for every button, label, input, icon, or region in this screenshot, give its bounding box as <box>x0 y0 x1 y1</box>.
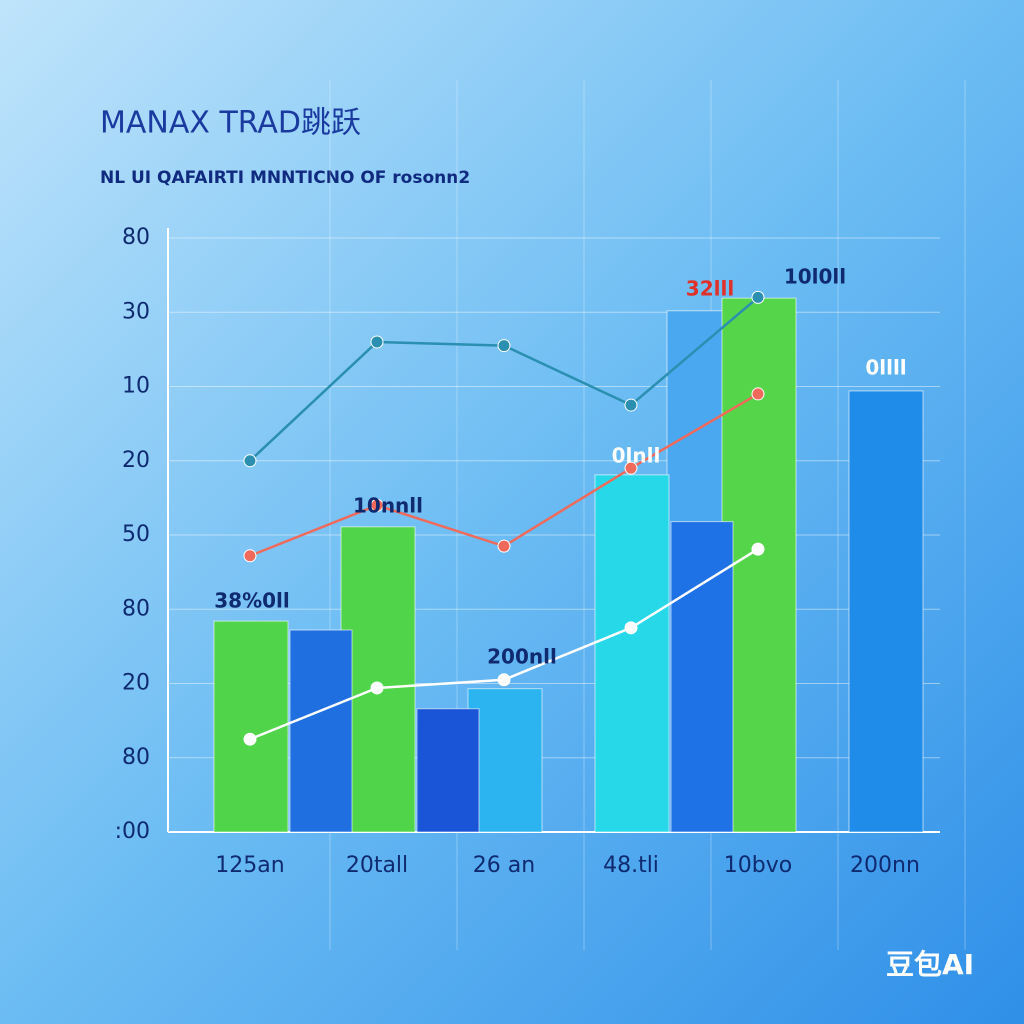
line-point <box>370 335 384 349</box>
data-label: 0llll <box>865 356 906 380</box>
line-point <box>497 673 511 687</box>
line-point <box>243 732 257 746</box>
line-point <box>624 461 638 475</box>
x-tick-label: 125an <box>215 853 284 878</box>
y-tick-label: :00 <box>115 819 150 844</box>
bar <box>670 521 734 833</box>
line-point <box>624 398 638 412</box>
bar <box>340 526 416 833</box>
line-point <box>497 539 511 553</box>
x-tick-label: 48.tli <box>603 853 659 878</box>
x-tick-label: 200nn <box>850 853 920 878</box>
line-point <box>751 542 765 556</box>
y-tick-label: 80 <box>122 225 150 250</box>
y-tick-label: 80 <box>122 596 150 621</box>
watermark: 豆包AI <box>886 948 974 981</box>
line-point <box>370 498 384 512</box>
bar <box>467 688 543 833</box>
y-tick-label: 20 <box>122 448 150 473</box>
y-tick-label: 80 <box>122 745 150 770</box>
y-tick-label: 30 <box>122 299 150 324</box>
bar <box>289 629 353 833</box>
x-tick-label: 26 an <box>473 853 535 878</box>
data-label: 200nll <box>487 645 557 669</box>
y-tick-label: 20 <box>122 671 150 696</box>
line-point <box>751 387 765 401</box>
line-point <box>751 290 765 304</box>
data-label: 10nnll <box>353 494 423 518</box>
line-point <box>243 549 257 563</box>
chart-subtitle: NL UI QAFAIRTI MNNTICNO OF rosonn2 <box>100 168 470 188</box>
data-label: 10l0ll <box>784 265 846 289</box>
x-tick-label: 10bvo <box>724 853 792 878</box>
chart-title: MANAX TRAD跳跃 <box>100 106 361 141</box>
bar <box>213 620 289 833</box>
line-point <box>497 339 511 353</box>
y-tick-label: 50 <box>122 522 150 547</box>
y-tick-label: 10 <box>122 374 150 399</box>
bar <box>594 474 670 833</box>
bar <box>848 390 924 833</box>
data-label: 0lnll <box>612 444 661 468</box>
line-point <box>624 621 638 635</box>
bar <box>416 708 480 833</box>
x-tick-label: 20tall <box>346 853 408 878</box>
data-label: 32lll <box>686 277 734 301</box>
data-label: 38%0ll <box>214 589 290 613</box>
line-point <box>243 454 257 468</box>
line-point <box>370 681 384 695</box>
